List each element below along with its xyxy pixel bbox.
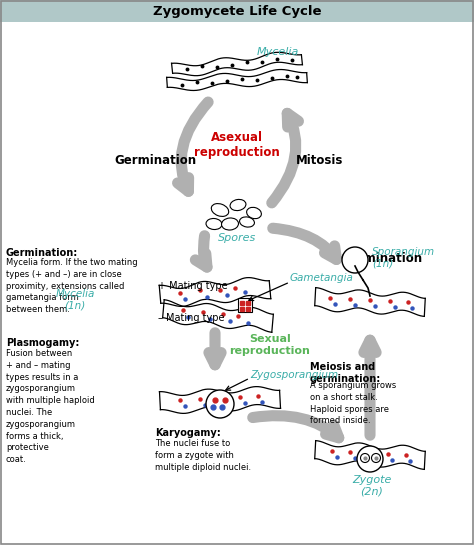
Text: – Mating type: – Mating type [158, 313, 225, 323]
Text: Sexual
reproduction: Sexual reproduction [229, 334, 310, 356]
Ellipse shape [239, 217, 255, 227]
Ellipse shape [246, 207, 261, 219]
Ellipse shape [206, 219, 222, 229]
Text: Sporangium
(1n): Sporangium (1n) [372, 247, 435, 269]
Text: Germination: Germination [340, 251, 422, 264]
Circle shape [372, 453, 381, 463]
Circle shape [357, 446, 383, 472]
Text: Plasmogamy:: Plasmogamy: [6, 338, 79, 348]
Text: Asexual
reproduction: Asexual reproduction [194, 131, 280, 159]
Polygon shape [159, 386, 281, 414]
Text: Fusion between
+ and – mating
types results in a
zygosporangium
with multiple ha: Fusion between + and – mating types resu… [6, 349, 95, 464]
Circle shape [361, 453, 370, 463]
Text: Zygosporangium: Zygosporangium [250, 370, 338, 380]
Text: Mycelia: Mycelia [257, 47, 300, 57]
Text: Germination: Germination [114, 154, 196, 167]
Text: Mitosis: Mitosis [296, 154, 344, 167]
Text: Zygomycete Life Cycle: Zygomycete Life Cycle [153, 4, 321, 17]
Polygon shape [315, 288, 425, 316]
Text: Spores: Spores [218, 233, 256, 243]
Bar [0, 0, 474, 22]
Text: Mycelia
(1n): Mycelia (1n) [55, 289, 95, 311]
Text: Germination:: Germination: [6, 248, 78, 258]
Text: + Mating type: + Mating type [158, 281, 228, 291]
Ellipse shape [211, 204, 228, 216]
Text: The nuclei fuse to
form a zygote with
multiple diploid nuclei.: The nuclei fuse to form a zygote with mu… [155, 439, 251, 471]
Text: Meiosis and
germination:: Meiosis and germination: [310, 362, 381, 384]
Polygon shape [172, 52, 302, 76]
Ellipse shape [221, 218, 238, 230]
Polygon shape [315, 441, 425, 469]
Text: Zygote
(2n): Zygote (2n) [352, 475, 392, 496]
Polygon shape [159, 277, 271, 306]
Circle shape [342, 247, 368, 273]
Bar [238, 298, 252, 312]
Text: Karyogamy:: Karyogamy: [155, 428, 221, 438]
Text: Mycelia form. If the two mating
types (+ and –) are in close
proximity, extensio: Mycelia form. If the two mating types (+… [6, 258, 137, 314]
Circle shape [206, 390, 234, 418]
Polygon shape [167, 70, 307, 90]
Text: A sporangium grows
on a short stalk.
Haploid spores are
formed inside.: A sporangium grows on a short stalk. Hap… [310, 381, 396, 426]
Text: Gametangia: Gametangia [290, 273, 354, 283]
Polygon shape [163, 300, 273, 332]
Ellipse shape [230, 199, 246, 210]
